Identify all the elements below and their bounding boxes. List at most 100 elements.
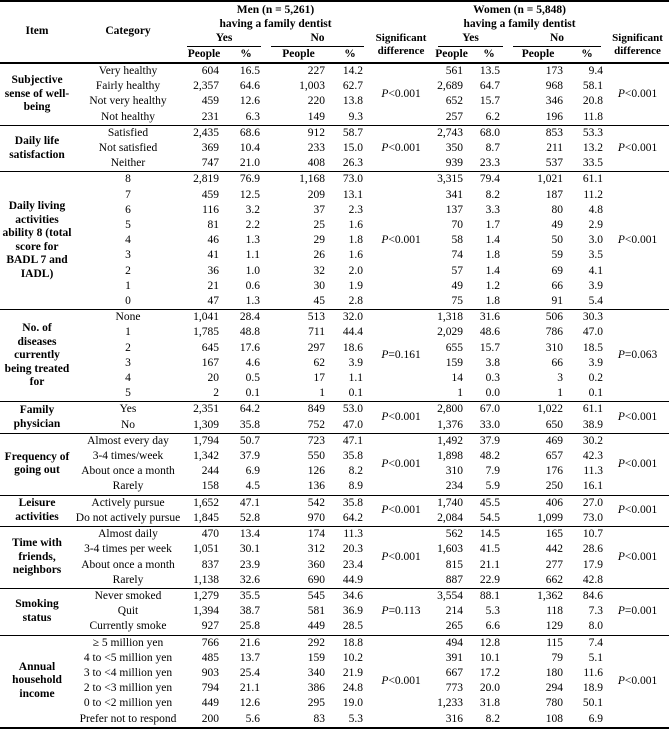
value-cell: 59 [551,249,564,262]
men-group-header: Men (n = 5,261) having a family dentist [182,1,369,32]
table-row: 3 to <4 million yen 903 25.4 340 21.9 667 17.2… [0,666,669,681]
value-cell: 257 [445,110,464,123]
women-p-value: P=0.001 [617,605,658,618]
value-cell: 406 [545,496,564,509]
category-cell: Not very healthy [89,95,167,108]
value-cell: 32.0 [342,311,364,324]
value-cell: 70 [451,219,464,232]
men-p-value: P<0.001 [381,504,421,517]
table-row: 4 46 1.3 29 1.8 58 1.4 50 3.0 [0,233,669,248]
value-cell: 346 [545,95,564,108]
value-cell: 939 [445,157,464,170]
men-yes-header: Yes [182,32,266,47]
category-cell: 3-4 times per week [84,543,172,556]
value-cell: 88.1 [479,589,501,602]
value-cell: 3.2 [245,203,260,216]
value-cell: 58.7 [342,126,364,139]
value-cell: 58 [451,234,464,247]
value-cell: 1,652 [193,496,219,509]
table-row: 6 116 3.2 37 2.3 137 3.3 80 4.8 [0,203,669,218]
value-cell: 3.3 [485,203,501,216]
value-cell: 662 [545,573,564,586]
value-cell: 53.3 [582,126,604,139]
category-cell: Never smoked [94,589,162,602]
table-header: Item Category Men (n = 5,261) having a f… [0,1,669,63]
value-cell: 494 [445,636,464,649]
value-cell: 1.1 [245,249,260,262]
value-cell: 459 [201,95,219,108]
category-cell: Actively pursue [91,496,165,509]
men-p-value: P<0.001 [381,142,421,155]
value-cell: 968 [545,80,564,93]
value-cell: 20.3 [342,543,364,556]
value-cell: 28.5 [342,620,364,633]
men-yes-percent-header: % [240,47,252,60]
p-symbol: P [381,550,389,563]
value-cell: 47 [207,295,220,308]
table-row: Time with friends, neighbors Almost daily… [0,527,669,576]
value-cell: 2,800 [437,403,464,416]
section-3: Daily living activities ability 8 (total… [0,171,669,310]
table-row: 5 81 2.2 25 1.6 70 1.7 49 2.9 [0,218,669,233]
p-symbol: P [617,550,625,563]
value-cell: 8.2 [485,712,501,725]
yes-label: Yes [438,32,504,47]
value-cell: 815 [445,558,464,571]
women-p-value: P<0.001 [617,674,658,687]
value-cell: 4.5 [245,480,260,493]
value-cell: 297 [307,341,325,354]
value-cell: 650 [545,418,564,431]
value-cell: 136 [307,480,325,493]
value-cell: 73.0 [342,173,364,186]
value-cell: 19.0 [342,697,364,710]
table-row: No. of diseases currently being treated … [0,310,669,388]
value-cell: 21.1 [239,682,260,695]
women-p-value: P<0.001 [617,87,658,100]
value-cell: 469 [545,434,564,447]
value-cell: 1,168 [299,173,325,186]
value-cell: 1,740 [437,496,464,509]
value-cell: 773 [445,682,464,695]
value-cell: 15.0 [342,142,364,155]
value-cell: 176 [545,465,564,478]
men-yes-people-header: People [187,47,221,60]
value-cell: 1 [557,387,564,400]
value-cell: 18.6 [342,341,364,354]
men-p-value: P<0.001 [381,87,421,100]
category-cell: Almost every day [87,434,169,447]
value-cell: 545 [307,589,325,602]
value-cell: 64.7 [479,80,501,93]
p-symbol: P [381,674,389,687]
section-9: Smoking status Never smoked 1,279 35.5 545 34… [0,588,669,635]
value-cell: 1,362 [537,589,564,602]
value-cell: 41.5 [479,543,501,556]
value-cell: 1.6 [348,249,364,262]
value-cell: 187 [545,188,564,201]
value-cell: 36.9 [342,605,364,618]
category-cell: Prefer not to respond [79,712,177,725]
item-cell: Subjective sense of well-being [4,74,70,114]
value-cell: 62.7 [342,80,364,93]
value-cell: 794 [201,682,219,695]
category-cell: Do not actively pursue [75,511,181,524]
table-row: 4 to <5 million yen 485 13.7 159 10.2 391 10.1… [0,651,669,666]
value-cell: 970 [307,511,325,524]
table-row: 7 459 12.5 209 13.1 341 8.2 187 11.2 [0,188,669,203]
value-cell: 645 [201,341,219,354]
men-p-value: P<0.001 [381,411,421,424]
value-cell: 0.3 [485,372,501,385]
women-yes-header: Yes [433,32,508,47]
value-cell: 47.0 [342,418,364,431]
section-5: Family physician Yes 2,351 64.2 849 53.0 P<0.0… [0,401,669,433]
value-cell: 0.1 [348,387,364,400]
value-cell: 2.8 [348,295,364,308]
value-cell: 16.1 [582,480,604,493]
table-row: Not very healthy 459 12.6 220 13.8 652 15.7 346… [0,94,669,109]
category-cell: Satisfied [107,126,149,139]
value-cell: 115 [546,636,564,649]
value-cell: 5.9 [485,480,501,493]
value-cell: 15.7 [479,341,501,354]
value-cell: 312 [307,543,325,556]
value-cell: 61.1 [582,173,604,186]
